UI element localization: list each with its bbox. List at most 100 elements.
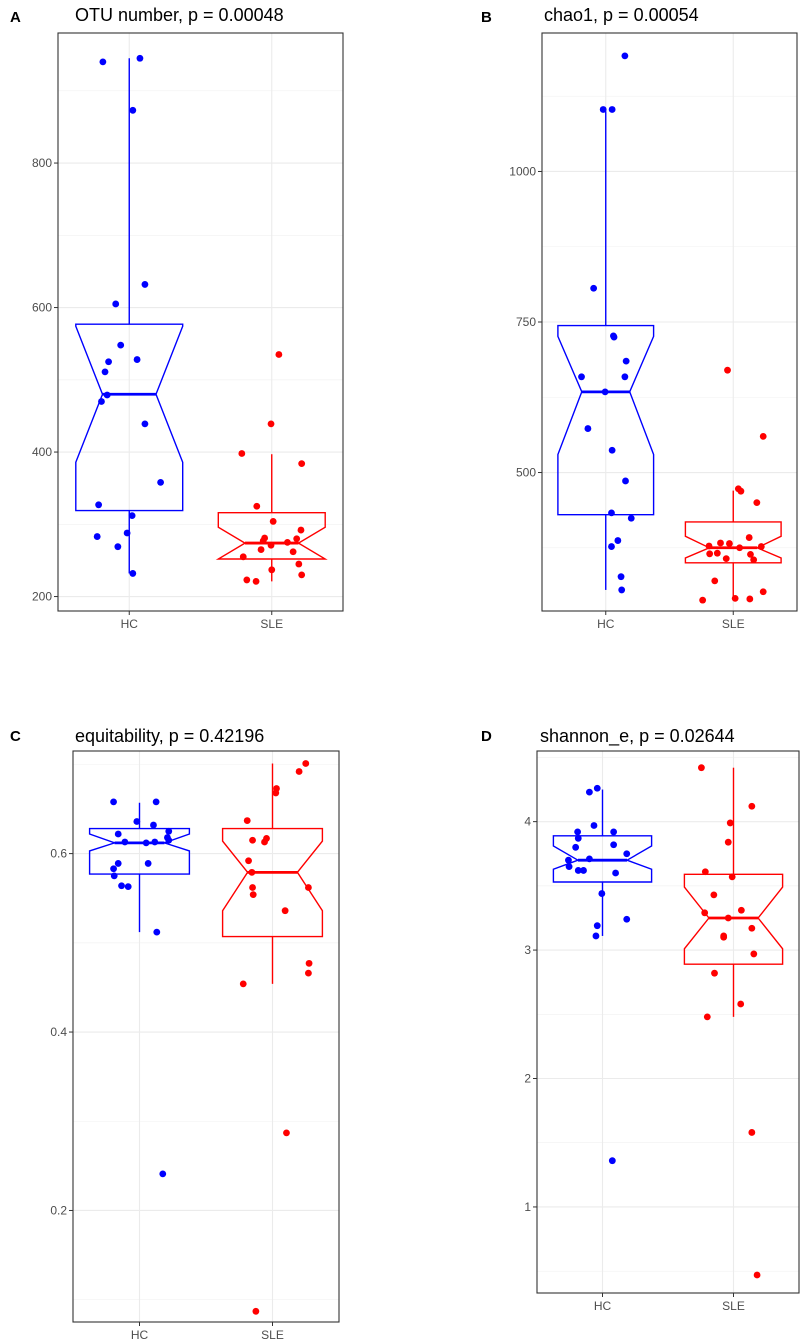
panel-a-sle-data-point: [298, 460, 306, 468]
panel-a-hc-data-point: [112, 300, 120, 308]
panel-d-sle-data-point: [720, 933, 728, 941]
panel-d-hc-data-point: [565, 863, 573, 870]
panel-d-sle-data-point: [753, 1271, 761, 1279]
panel-c-hc-data-point: [124, 883, 132, 891]
panel-d-y-tick-label: 2: [524, 1072, 531, 1086]
panel-b-hc-box: [557, 324, 655, 516]
panel-b-sle-data-point: [706, 550, 714, 558]
panel-d-hc-data-point: [623, 850, 631, 858]
panel-a-hc-data-point: [129, 106, 137, 114]
panel-a-x-tick-label: HC: [121, 617, 139, 631]
panel-c: C equitability, p = 0.42196 0.2 0.4 0.6 HC S…: [10, 726, 340, 1339]
panel-b-hc-data-point: [608, 509, 615, 517]
panel-b-letter: B: [481, 9, 492, 26]
panel-a-plot-border: [57, 32, 344, 612]
panel-b-hc-data-point: [590, 284, 598, 292]
panel-d-hc-data-point: [610, 828, 618, 836]
panel-c-hc-data-point: [133, 818, 141, 825]
panel-a-hc-data-point: [101, 368, 109, 376]
panel-a-hc-data-point: [99, 58, 107, 66]
panel-a: A OTU number, p = 0.00048 200 400 600 800 HC…: [10, 5, 344, 631]
panel-a-sle-data-point: [267, 541, 275, 549]
panel-c-sle-data-point: [283, 1129, 290, 1137]
panel-b-sle-data-point: [750, 556, 758, 564]
panel-a-sle-box: [215, 512, 328, 560]
panel-a-hc-data-point: [103, 391, 111, 399]
panel-b-sle-data-point: [724, 366, 731, 374]
panel-c-hc-data-point: [110, 798, 117, 806]
panel-c-sle-data-point: [248, 868, 256, 876]
panel-a-sle-data-point: [243, 576, 251, 584]
panel-d-sle-data-point: [728, 873, 736, 881]
panel-b-sle-data-point: [699, 596, 707, 604]
panel-a-hc-data-point: [129, 570, 137, 577]
panel-c-sle-data-point: [261, 838, 268, 846]
panel-b-title: chao1, p = 0.00054: [544, 5, 699, 25]
panel-b-hc-data-point: [618, 586, 626, 594]
panel-d-sle-data-point: [748, 802, 756, 810]
panel-d-sle-data-point: [750, 950, 758, 958]
panel-d-hc-data-point: [586, 788, 593, 796]
panel-b-sle-data-point: [737, 487, 745, 495]
panel-a-hc-data-point: [98, 398, 105, 405]
panel-a-y-tick-label: 200: [32, 590, 52, 604]
panel-d-sle-data-point: [701, 868, 709, 876]
panel-d-y-tick-label: 3: [524, 943, 531, 957]
panel-b-sle-data-point: [757, 543, 765, 550]
panel-d-plot-border: [536, 750, 800, 1294]
panel-d-sle-data-point: [748, 1129, 756, 1136]
panel-d-x-tick-label: SLE: [722, 1299, 745, 1313]
panel-c-letter: C: [10, 728, 21, 745]
panel-d-sle-data-point: [737, 906, 745, 914]
panel-d-sle-data-point: [698, 764, 705, 772]
panel-a-hc-data-point: [157, 478, 165, 486]
panel-a-sle-data-point: [298, 571, 306, 579]
panel-d-hc-data-point: [574, 867, 582, 874]
panel-c-hc-data-point: [114, 830, 122, 838]
panel-b-plot-border: [541, 32, 798, 612]
panel-d-hc-data-point: [612, 869, 619, 877]
panel-d-hc-data-point: [608, 1157, 616, 1165]
panel-d-title: shannon_e, p = 0.02644: [540, 726, 735, 747]
panel-a-sle-data-point: [267, 420, 275, 428]
panel-c-sle-data-point: [305, 959, 313, 967]
panel-a-sle-data-point: [269, 518, 277, 525]
panel-d-hc-data-point: [610, 841, 618, 849]
panel-b-hc-data-point: [599, 106, 607, 113]
panel-c-hc-data-point: [142, 839, 150, 847]
panel-c-sle-data-point: [252, 1307, 260, 1315]
panel-b-sle-box: [684, 521, 782, 564]
panel-c-hc-data-point: [165, 836, 173, 844]
panel-a-hc-data-point: [141, 420, 149, 428]
panel-a-sle-data-point: [284, 538, 291, 546]
panel-a-sle-data-point: [293, 535, 301, 543]
panel-c-hc-data-point: [165, 827, 173, 835]
panel-c-hc-data-point: [110, 872, 118, 880]
panel-b-hc-data-point: [608, 543, 615, 550]
panel-a-sle-data-point: [289, 548, 297, 556]
panel-a-hc-data-point: [114, 543, 122, 551]
panel-a-y-tick-label: 600: [32, 301, 52, 315]
panel-b-hc-data-point: [584, 425, 592, 432]
panel-c-hc-box: [88, 827, 191, 875]
panel-a-hc-data-point: [117, 341, 125, 349]
panel-d-hc-data-point: [623, 915, 631, 923]
panel-d-sle-box: [683, 873, 784, 965]
panel-b-sle-data-point: [726, 540, 733, 547]
panel-d-sle-data-point: [703, 1013, 711, 1021]
panel-b-hc-data-point: [621, 52, 629, 60]
panel-c-hc-data-point: [118, 882, 125, 890]
panel-d-hc-data-point: [580, 867, 587, 874]
panel-a-sle-data-point: [295, 560, 303, 568]
panel-c-hc-data-point: [144, 860, 152, 867]
panel-a-sle-data-point: [238, 450, 246, 457]
panel-a-hc-data-point: [133, 356, 141, 363]
panel-b-x-tick-label: HC: [597, 617, 615, 631]
panel-d-hc-data-point: [593, 784, 601, 792]
panel-a-y-tick-label: 800: [32, 156, 52, 170]
panel-c-sle-data-point: [302, 760, 310, 767]
panel-d-sle-data-point: [726, 819, 734, 827]
panel-b-hc-data-point: [610, 333, 618, 341]
panel-d-y-tick-label: 4: [524, 815, 531, 829]
panel-c-sle-data-point: [249, 884, 256, 891]
